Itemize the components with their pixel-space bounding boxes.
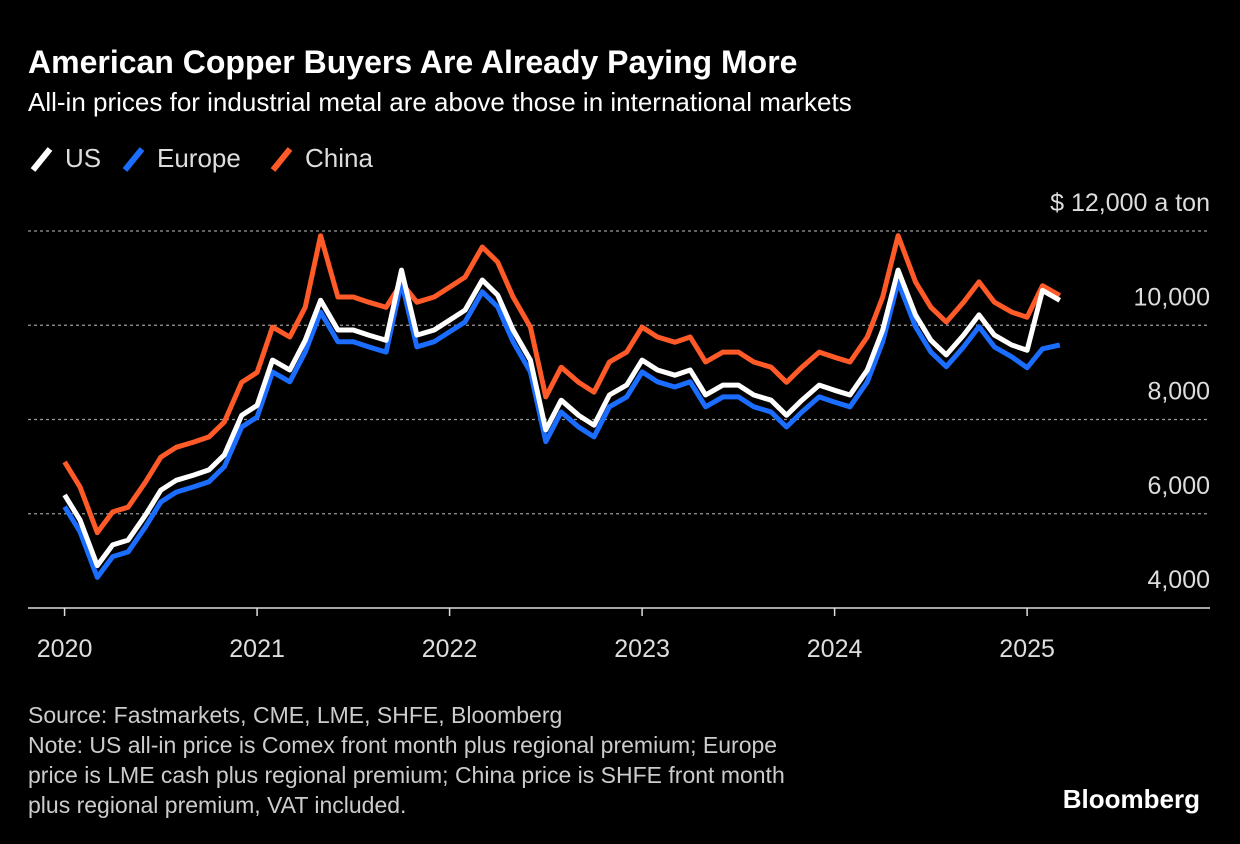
x-tick-label: 2022 <box>422 635 478 663</box>
series-line <box>62 233 1062 536</box>
x-tick-label: 2021 <box>229 635 285 663</box>
footnote: plus regional premium, VAT included. <box>28 792 406 818</box>
legend-label: US <box>65 143 101 173</box>
legend-label: Europe <box>157 143 241 173</box>
legend-swatch <box>270 147 293 172</box>
x-tick-label: 2024 <box>807 635 863 663</box>
y-tick-label: $ 12,000 a ton <box>1050 189 1210 217</box>
series-line <box>62 279 1061 580</box>
legend-label: China <box>305 143 373 173</box>
x-tick-label: 2025 <box>999 635 1055 663</box>
chart-subtitle: All-in prices for industrial metal are a… <box>28 87 852 117</box>
y-tick-label: 10,000 <box>1134 283 1210 311</box>
y-tick-label: 4,000 <box>1147 566 1210 594</box>
x-tick-label: 2020 <box>37 635 93 663</box>
legend-swatch <box>122 147 145 172</box>
footnote: Source: Fastmarkets, CME, LME, SHFE, Blo… <box>28 702 562 728</box>
y-tick-label: 8,000 <box>1147 378 1210 406</box>
footnote: Note: US all-in price is Comex front mon… <box>28 732 777 758</box>
y-tick-label: 6,000 <box>1147 472 1210 500</box>
legend-swatch <box>30 147 53 172</box>
x-tick-label: 2023 <box>614 635 670 663</box>
series-line <box>62 267 1062 569</box>
brand: Bloomberg <box>1063 784 1200 814</box>
chart-title: American Copper Buyers Are Already Payin… <box>28 44 797 80</box>
footnote: price is LME cash plus regional premium;… <box>28 762 785 788</box>
